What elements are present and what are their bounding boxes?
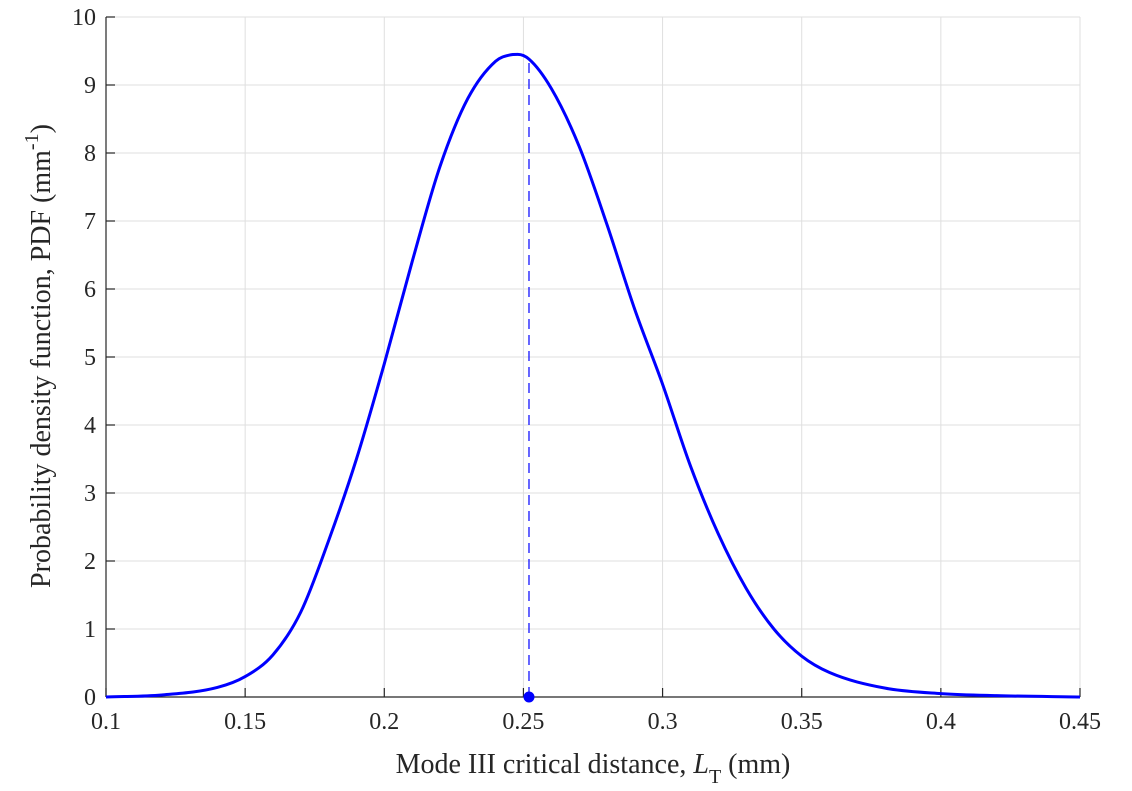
y-tick-label: 10 bbox=[72, 5, 96, 31]
y-tick-label: 7 bbox=[84, 209, 96, 235]
x-tick-label: 0.2 bbox=[369, 709, 399, 735]
x-tick-label: 0.1 bbox=[91, 709, 121, 735]
x-tick-label: 0.45 bbox=[1059, 709, 1101, 735]
x-tick-label: 0.25 bbox=[502, 709, 544, 735]
y-tick-label: 5 bbox=[84, 345, 96, 371]
x-axis-title: Mode III critical distance, LT (mm) bbox=[396, 749, 791, 788]
mode-marker-point bbox=[523, 691, 535, 703]
axes bbox=[105, 16, 1081, 698]
x-tick-label: 0.3 bbox=[648, 709, 678, 735]
x-tick-label: 0.4 bbox=[926, 709, 956, 735]
x-axis-title-unit: (mm) bbox=[721, 749, 790, 780]
y-tick-labels: 0 1 2 3 4 5 6 7 8 9 10 bbox=[72, 5, 96, 711]
x-tick-labels: 0.1 0.15 0.2 0.25 0.3 0.35 0.4 0.45 bbox=[91, 709, 1101, 735]
x-axis-title-subscript: T bbox=[709, 766, 721, 788]
y-axis-title-superscript: -1 bbox=[21, 133, 43, 150]
x-axis-title-symbol: L bbox=[692, 749, 709, 780]
x-axis-title-text: Mode III critical distance, bbox=[396, 749, 694, 780]
x-tick-label: 0.15 bbox=[224, 709, 266, 735]
x-tick-label: 0.35 bbox=[781, 709, 823, 735]
grid bbox=[105, 16, 1081, 698]
pdf-curve-0 bbox=[105, 52, 1081, 699]
y-tick-label: 1 bbox=[84, 617, 96, 643]
y-tick-label: 8 bbox=[84, 141, 96, 167]
y-tick-label: 3 bbox=[84, 481, 96, 507]
y-tick-label: 4 bbox=[84, 413, 96, 439]
y-tick-label: 9 bbox=[84, 73, 96, 99]
y-axis-title-text: Probability density function, PDF (mm bbox=[26, 150, 57, 588]
y-tick-label: 0 bbox=[84, 685, 96, 711]
y-tick-label: 2 bbox=[84, 549, 96, 575]
y-tick-label: 6 bbox=[84, 277, 96, 303]
y-axis-title: Probability density function, PDF (mm-1) bbox=[21, 124, 57, 588]
y-axis-title-close: ) bbox=[26, 124, 57, 133]
series-layer bbox=[105, 52, 1081, 703]
